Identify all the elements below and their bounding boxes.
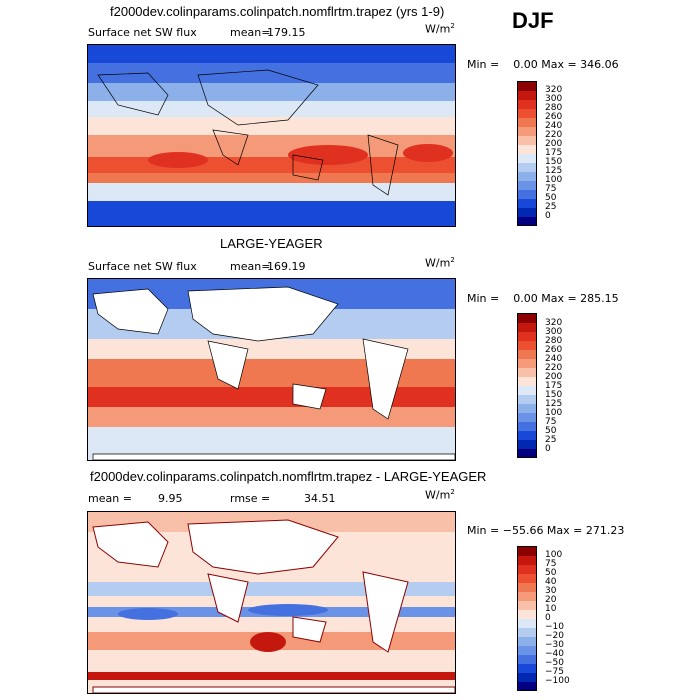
panel-3-units-text: W/m — [425, 488, 451, 502]
tick: 75 — [545, 417, 557, 427]
panel-3-mean-value: 9.95 — [158, 492, 183, 505]
tick: 75 — [545, 184, 557, 194]
panel-3-map — [87, 511, 456, 694]
tick: 75 — [545, 559, 557, 569]
tick: 260 — [545, 112, 563, 122]
panel-1-mean-label: mean= — [230, 26, 271, 39]
tick: 240 — [545, 354, 563, 364]
tick: −40 — [545, 649, 564, 659]
panel-3-rmse-value: 34.51 — [304, 492, 336, 505]
tick: 175 — [545, 148, 563, 158]
tick: 260 — [545, 345, 563, 355]
panel-2-units-text: W/m — [425, 256, 451, 270]
tick: 50 — [545, 193, 557, 203]
panel-2-minmax: Min = 0.00 Max = 285.15 — [467, 292, 619, 305]
panel-2-field-label: Surface net SW flux — [88, 260, 197, 273]
tick: 25 — [545, 435, 557, 445]
tick: −30 — [545, 640, 564, 650]
tick: 25 — [545, 202, 557, 212]
tick: −10 — [545, 622, 564, 632]
tick: 280 — [545, 103, 563, 113]
panel-2-mean-label: mean= — [230, 260, 271, 273]
tick: 10 — [545, 604, 557, 614]
panel-3-title: f2000dev.colinparams.colinpatch.nomflrtm… — [90, 469, 487, 484]
tick: 0 — [545, 444, 551, 454]
tick: −20 — [545, 631, 564, 641]
panel-1-title: f2000dev.colinparams.colinpatch.nomflrtm… — [110, 4, 445, 19]
tick: 300 — [545, 327, 563, 337]
tick: 320 — [545, 85, 563, 95]
panel-2-units-sup: 2 — [450, 256, 455, 264]
tick: −50 — [545, 658, 564, 668]
tick: 100 — [545, 550, 563, 560]
tick: 100 — [545, 175, 563, 185]
tick: 100 — [545, 408, 563, 418]
tick: 30 — [545, 586, 557, 596]
tick: 40 — [545, 577, 557, 587]
tick: 50 — [545, 568, 557, 578]
panel-2-colorbar — [517, 313, 537, 458]
tick: 280 — [545, 336, 563, 346]
tick: 150 — [545, 390, 563, 400]
tick: 200 — [545, 139, 563, 149]
panel-3-units: W/m2 — [425, 488, 455, 502]
tick: 220 — [545, 363, 563, 373]
tick: 300 — [545, 94, 563, 104]
tick: 50 — [545, 426, 557, 436]
tick: 175 — [545, 381, 563, 391]
panel-1-field-label: Surface net SW flux — [88, 26, 197, 39]
panel-3-units-sup: 2 — [450, 488, 455, 496]
panel-2-title: LARGE-YEAGER — [220, 236, 323, 251]
tick: 0 — [545, 613, 551, 623]
panel-2-map — [87, 278, 456, 461]
panel-3-minmax: Min = −55.66 Max = 271.23 — [467, 524, 625, 537]
panel-2-units: W/m2 — [425, 256, 455, 270]
panel-3-mean-label: mean = — [88, 492, 132, 505]
tick: 20 — [545, 595, 557, 605]
panel-1-colorbar — [517, 81, 537, 226]
tick: −75 — [545, 667, 564, 677]
tick: 0 — [545, 211, 551, 221]
tick: 125 — [545, 399, 563, 409]
panel-1-units-text: W/m — [425, 22, 451, 36]
panel-3-rmse-label: rmse = — [230, 492, 271, 505]
panel-1-units: W/m2 — [425, 22, 455, 36]
panel-1-mean-value: 179.15 — [267, 26, 306, 39]
panel-1-minmax: Min = 0.00 Max = 346.06 — [467, 58, 619, 71]
tick: 240 — [545, 121, 563, 131]
tick: 125 — [545, 166, 563, 176]
panel-1-units-sup: 2 — [450, 22, 455, 30]
tick: 150 — [545, 157, 563, 167]
tick: 220 — [545, 130, 563, 140]
panel-2-mean-value: 169.19 — [267, 260, 306, 273]
panel-1-map — [87, 44, 456, 227]
season-label: DJF — [512, 8, 554, 33]
tick: 320 — [545, 318, 563, 328]
tick: −100 — [545, 676, 570, 686]
panel-3-colorbar — [517, 546, 537, 691]
tick: 200 — [545, 372, 563, 382]
